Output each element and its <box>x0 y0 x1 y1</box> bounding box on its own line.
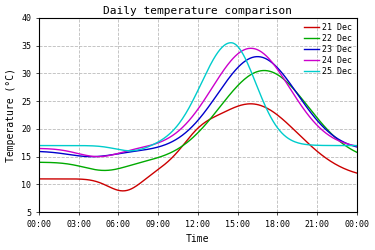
23 Dec <box>51 151 56 154</box>
22 Dec <box>36 161 41 164</box>
21 Dec <box>144 177 148 180</box>
22 Dec <box>84 166 88 169</box>
23 Dec <box>90 155 94 158</box>
25 Dec <box>290 139 294 142</box>
21 Dec <box>192 130 197 133</box>
Line: 23 Dec: 23 Dec <box>39 57 357 157</box>
24 Dec <box>192 112 197 115</box>
24 Dec <box>51 148 56 151</box>
23 Dec <box>255 55 260 58</box>
21 Dec <box>120 190 125 192</box>
24 Dec <box>144 145 148 148</box>
21 Dec <box>40 178 44 180</box>
21 Dec <box>290 126 294 129</box>
22 Dec <box>262 69 266 72</box>
25 Dec <box>229 41 233 44</box>
Legend: 21 Dec, 22 Dec, 23 Dec, 24 Dec, 25 Dec: 21 Dec, 22 Dec, 23 Dec, 24 Dec, 25 Dec <box>300 20 355 80</box>
21 Dec <box>36 178 41 180</box>
22 Dec <box>51 161 56 164</box>
Line: 21 Dec: 21 Dec <box>39 104 357 191</box>
23 Dec <box>290 84 294 87</box>
Line: 22 Dec: 22 Dec <box>39 70 357 170</box>
24 Dec <box>249 47 253 50</box>
22 Dec <box>144 160 148 162</box>
Line: 24 Dec: 24 Dec <box>39 48 357 157</box>
X-axis label: Time: Time <box>186 234 210 244</box>
25 Dec <box>84 144 88 147</box>
22 Dec <box>103 169 107 172</box>
23 Dec <box>144 148 148 151</box>
22 Dec <box>192 134 197 138</box>
21 Dec <box>355 172 359 174</box>
25 Dec <box>40 144 44 147</box>
25 Dec <box>144 146 148 149</box>
23 Dec <box>355 146 359 148</box>
Title: Daily temperature comparison: Daily temperature comparison <box>104 6 292 16</box>
23 Dec <box>192 123 197 126</box>
25 Dec <box>36 144 41 147</box>
22 Dec <box>40 161 44 164</box>
23 Dec <box>84 155 88 158</box>
21 Dec <box>249 102 253 105</box>
23 Dec <box>36 150 41 153</box>
24 Dec <box>355 144 359 148</box>
24 Dec <box>96 155 100 158</box>
25 Dec <box>192 96 197 99</box>
22 Dec <box>290 86 294 88</box>
23 Dec <box>40 150 44 153</box>
24 Dec <box>84 154 88 157</box>
24 Dec <box>290 90 294 93</box>
25 Dec <box>51 144 56 147</box>
25 Dec <box>355 144 359 147</box>
Line: 25 Dec: 25 Dec <box>39 43 357 151</box>
25 Dec <box>127 149 132 152</box>
22 Dec <box>355 151 359 154</box>
Y-axis label: Temperature (°C): Temperature (°C) <box>6 68 15 162</box>
24 Dec <box>36 147 41 150</box>
24 Dec <box>40 147 44 150</box>
21 Dec <box>84 178 88 181</box>
21 Dec <box>51 178 56 180</box>
